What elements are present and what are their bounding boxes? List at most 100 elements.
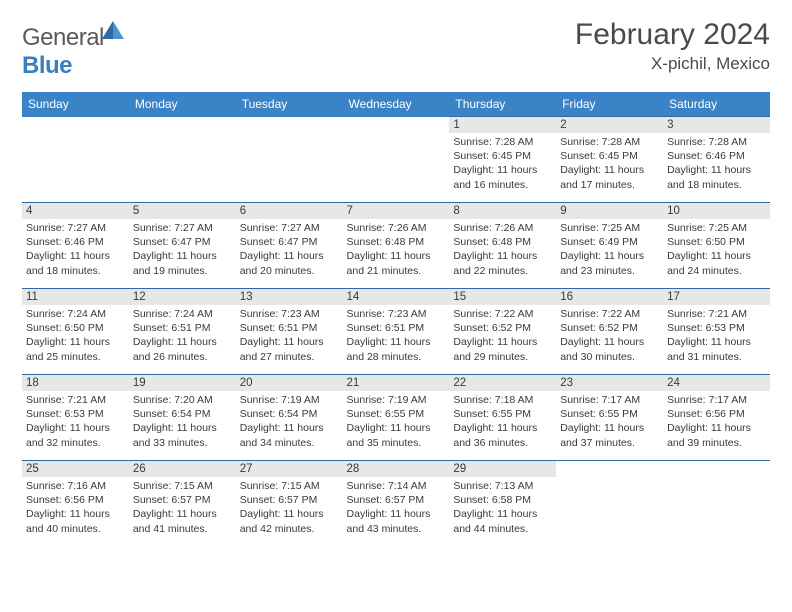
- logo-text: General Blue: [22, 24, 124, 80]
- day-number: 25: [22, 461, 129, 477]
- weekday-header: Tuesday: [236, 92, 343, 117]
- calendar-row: 25 Sunrise: 7:16 AMSunset: 6:56 PMDayligh…: [22, 461, 770, 547]
- day-number: 27: [236, 461, 343, 477]
- calendar-body: 1Sunrise: 7:28 AMSunset: 6:45 PMDaylight…: [22, 117, 770, 547]
- calendar-cell: 27 Sunrise: 7:15 AMSunset: 6:57 PMDayligh…: [236, 461, 343, 547]
- calendar-cell: [343, 117, 450, 203]
- calendar-cell: 16Sunrise: 7:22 AMSunset: 6:52 PMDayligh…: [556, 289, 663, 375]
- calendar-cell: [236, 117, 343, 203]
- day-number: 19: [129, 375, 236, 391]
- day-number: 22: [449, 375, 556, 391]
- day-number: 26: [129, 461, 236, 477]
- day-info: Sunrise: 7:19 AMSunset: 6:54 PMDaylight:…: [240, 393, 339, 450]
- day-info: Sunrise: 7:21 AMSunset: 6:53 PMDaylight:…: [667, 307, 766, 364]
- calendar-cell: 19 Sunrise: 7:20 AMSunset: 6:54 PMDayligh…: [129, 375, 236, 461]
- day-number: 24: [663, 375, 770, 391]
- calendar-cell: 15Sunrise: 7:22 AMSunset: 6:52 PMDayligh…: [449, 289, 556, 375]
- calendar-cell: 25 Sunrise: 7:16 AMSunset: 6:56 PMDayligh…: [22, 461, 129, 547]
- day-number: 28: [343, 461, 450, 477]
- calendar-cell: 13 Sunrise: 7:23 AMSunset: 6:51 PMDayligh…: [236, 289, 343, 375]
- day-info: Sunrise: 7:22 AMSunset: 6:52 PMDaylight:…: [560, 307, 659, 364]
- location-subtitle: X-pichil, Mexico: [575, 54, 770, 74]
- day-info: Sunrise: 7:20 AMSunset: 6:54 PMDaylight:…: [133, 393, 232, 450]
- calendar-row: 1Sunrise: 7:28 AMSunset: 6:45 PMDaylight…: [22, 117, 770, 203]
- calendar-cell: 17 Sunrise: 7:21 AMSunset: 6:53 PMDayligh…: [663, 289, 770, 375]
- day-number: 21: [343, 375, 450, 391]
- calendar-cell: 26 Sunrise: 7:15 AMSunset: 6:57 PMDayligh…: [129, 461, 236, 547]
- day-number: 6: [236, 203, 343, 219]
- day-info: Sunrise: 7:26 AMSunset: 6:48 PMDaylight:…: [453, 221, 552, 278]
- day-info: Sunrise: 7:24 AMSunset: 6:50 PMDaylight:…: [26, 307, 125, 364]
- logo-triangle-icon: [102, 21, 124, 39]
- title-block: February 2024 X-pichil, Mexico: [575, 18, 770, 74]
- calendar-row: 4Sunrise: 7:27 AMSunset: 6:46 PMDaylight…: [22, 203, 770, 289]
- day-info: Sunrise: 7:27 AMSunset: 6:47 PMDaylight:…: [133, 221, 232, 278]
- weekday-header: Friday: [556, 92, 663, 117]
- day-info: Sunrise: 7:26 AMSunset: 6:48 PMDaylight:…: [347, 221, 446, 278]
- day-info: Sunrise: 7:28 AMSunset: 6:45 PMDaylight:…: [453, 135, 552, 192]
- day-info: Sunrise: 7:25 AMSunset: 6:50 PMDaylight:…: [667, 221, 766, 278]
- day-info: Sunrise: 7:15 AMSunset: 6:57 PMDaylight:…: [240, 479, 339, 536]
- calendar-cell: 24 Sunrise: 7:17 AMSunset: 6:56 PMDayligh…: [663, 375, 770, 461]
- calendar-cell: 22Sunrise: 7:18 AMSunset: 6:55 PMDayligh…: [449, 375, 556, 461]
- calendar-cell: 12 Sunrise: 7:24 AMSunset: 6:51 PMDayligh…: [129, 289, 236, 375]
- day-info: Sunrise: 7:27 AMSunset: 6:46 PMDaylight:…: [26, 221, 125, 278]
- calendar-cell: [22, 117, 129, 203]
- weekday-header: Thursday: [449, 92, 556, 117]
- calendar-cell: 2 Sunrise: 7:28 AMSunset: 6:45 PMDaylight…: [556, 117, 663, 203]
- weekday-header: Sunday: [22, 92, 129, 117]
- logo-text-blue: Blue: [22, 52, 72, 79]
- day-number: 2: [556, 117, 663, 133]
- calendar-cell: 21 Sunrise: 7:19 AMSunset: 6:55 PMDayligh…: [343, 375, 450, 461]
- weekday-header: Wednesday: [343, 92, 450, 117]
- day-info: Sunrise: 7:21 AMSunset: 6:53 PMDaylight:…: [26, 393, 125, 450]
- day-info: Sunrise: 7:14 AMSunset: 6:57 PMDaylight:…: [347, 479, 446, 536]
- day-number: 15: [449, 289, 556, 305]
- day-info: Sunrise: 7:15 AMSunset: 6:57 PMDaylight:…: [133, 479, 232, 536]
- day-info: Sunrise: 7:13 AMSunset: 6:58 PMDaylight:…: [453, 479, 552, 536]
- day-number: 29: [449, 461, 556, 477]
- calendar-cell: 23Sunrise: 7:17 AMSunset: 6:55 PMDayligh…: [556, 375, 663, 461]
- day-info: Sunrise: 7:28 AMSunset: 6:45 PMDaylight:…: [560, 135, 659, 192]
- day-number: 5: [129, 203, 236, 219]
- calendar-cell: [556, 461, 663, 547]
- day-info: Sunrise: 7:17 AMSunset: 6:56 PMDaylight:…: [667, 393, 766, 450]
- calendar-cell: 28 Sunrise: 7:14 AMSunset: 6:57 PMDayligh…: [343, 461, 450, 547]
- month-title: February 2024: [575, 18, 770, 52]
- day-number: 13: [236, 289, 343, 305]
- calendar-cell: 5 Sunrise: 7:27 AMSunset: 6:47 PMDaylight…: [129, 203, 236, 289]
- calendar-table: Sunday Monday Tuesday Wednesday Thursday…: [22, 92, 770, 547]
- day-number: 12: [129, 289, 236, 305]
- logo-text-general: General: [22, 24, 104, 51]
- day-info: Sunrise: 7:17 AMSunset: 6:55 PMDaylight:…: [560, 393, 659, 450]
- calendar-cell: [129, 117, 236, 203]
- day-info: Sunrise: 7:16 AMSunset: 6:56 PMDaylight:…: [26, 479, 125, 536]
- calendar-row: 11 Sunrise: 7:24 AMSunset: 6:50 PMDayligh…: [22, 289, 770, 375]
- day-number: 1: [449, 117, 556, 133]
- weekday-header: Monday: [129, 92, 236, 117]
- calendar-cell: [663, 461, 770, 547]
- day-info: Sunrise: 7:23 AMSunset: 6:51 PMDaylight:…: [240, 307, 339, 364]
- calendar-cell: 18 Sunrise: 7:21 AMSunset: 6:53 PMDayligh…: [22, 375, 129, 461]
- calendar-cell: 8Sunrise: 7:26 AMSunset: 6:48 PMDaylight…: [449, 203, 556, 289]
- calendar-cell: 4Sunrise: 7:27 AMSunset: 6:46 PMDaylight…: [22, 203, 129, 289]
- day-info: Sunrise: 7:24 AMSunset: 6:51 PMDaylight:…: [133, 307, 232, 364]
- day-number: 10: [663, 203, 770, 219]
- day-number: 9: [556, 203, 663, 219]
- calendar-cell: 9Sunrise: 7:25 AMSunset: 6:49 PMDaylight…: [556, 203, 663, 289]
- day-info: Sunrise: 7:23 AMSunset: 6:51 PMDaylight:…: [347, 307, 446, 364]
- calendar-cell: 11 Sunrise: 7:24 AMSunset: 6:50 PMDayligh…: [22, 289, 129, 375]
- day-number: 11: [22, 289, 129, 305]
- day-number: 17: [663, 289, 770, 305]
- weekday-header: Saturday: [663, 92, 770, 117]
- calendar-cell: 7Sunrise: 7:26 AMSunset: 6:48 PMDaylight…: [343, 203, 450, 289]
- day-number: 18: [22, 375, 129, 391]
- calendar-cell: 1 Sunrise: 7:28 AMSunset: 6:45 PMDaylight…: [449, 117, 556, 203]
- header: General Blue February 2024 X-pichil, Mex…: [22, 18, 770, 80]
- calendar-cell: 3Sunrise: 7:28 AMSunset: 6:46 PMDaylight…: [663, 117, 770, 203]
- calendar-cell: 20Sunrise: 7:19 AMSunset: 6:54 PMDayligh…: [236, 375, 343, 461]
- day-info: Sunrise: 7:19 AMSunset: 6:55 PMDaylight:…: [347, 393, 446, 450]
- logo: General Blue: [22, 18, 124, 80]
- day-number: 14: [343, 289, 450, 305]
- day-number: 3: [663, 117, 770, 133]
